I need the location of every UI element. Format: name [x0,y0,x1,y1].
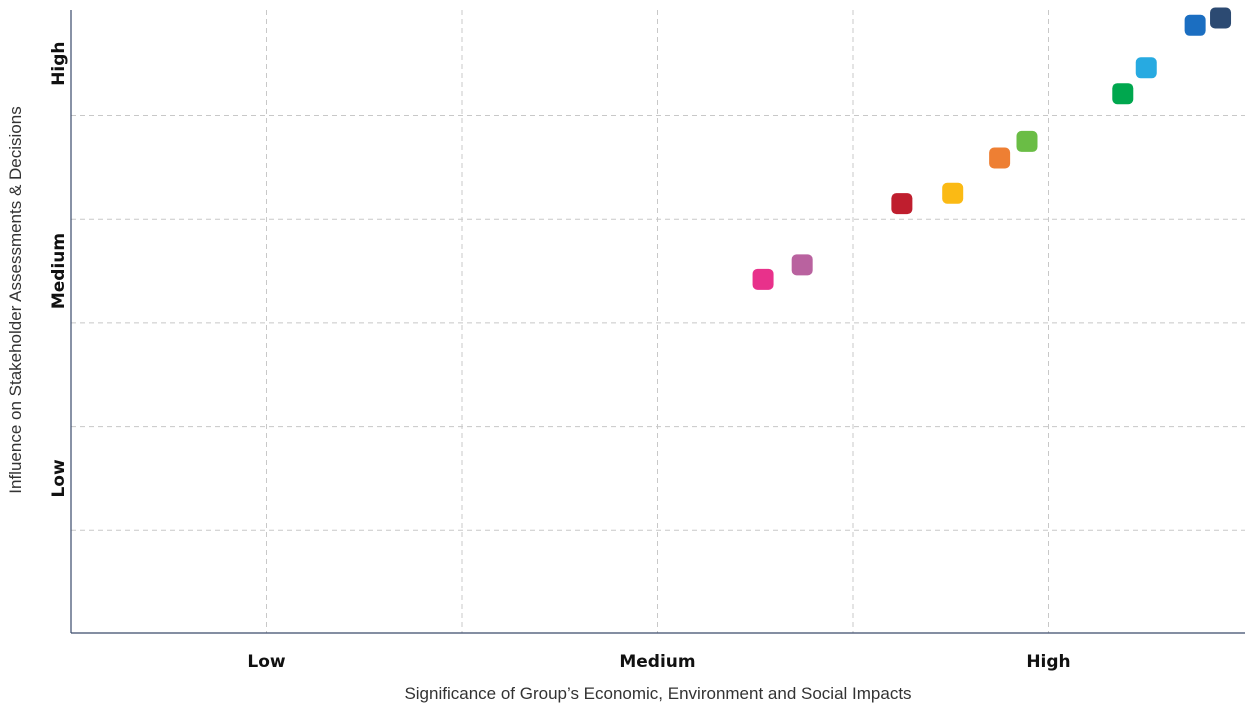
x-tick-label: High [1026,652,1070,672]
data-point [1135,57,1157,79]
data-point [791,254,813,276]
data-point [1016,130,1038,152]
data-point [891,193,913,215]
x-tick-label: Medium [619,652,695,672]
data-points [752,7,1232,290]
x-tick-labels: Low Medium High [247,652,1070,672]
x-axis-title: Significance of Group’s Economic, Enviro… [404,684,911,703]
data-point [1112,83,1134,105]
y-tick-label: Low [49,459,69,498]
data-point [752,268,774,290]
data-point [1210,7,1232,29]
data-point [1184,14,1206,36]
x-tick-label: Low [247,652,286,672]
grid-lines [71,10,1245,633]
data-point [989,147,1011,169]
y-tick-label: High [49,41,69,85]
data-point [942,182,964,204]
y-tick-label: Medium [49,233,69,309]
y-tick-labels: Low Medium High [49,41,69,497]
y-axis-title: Influence on Stakeholder Assessments & D… [6,106,25,493]
